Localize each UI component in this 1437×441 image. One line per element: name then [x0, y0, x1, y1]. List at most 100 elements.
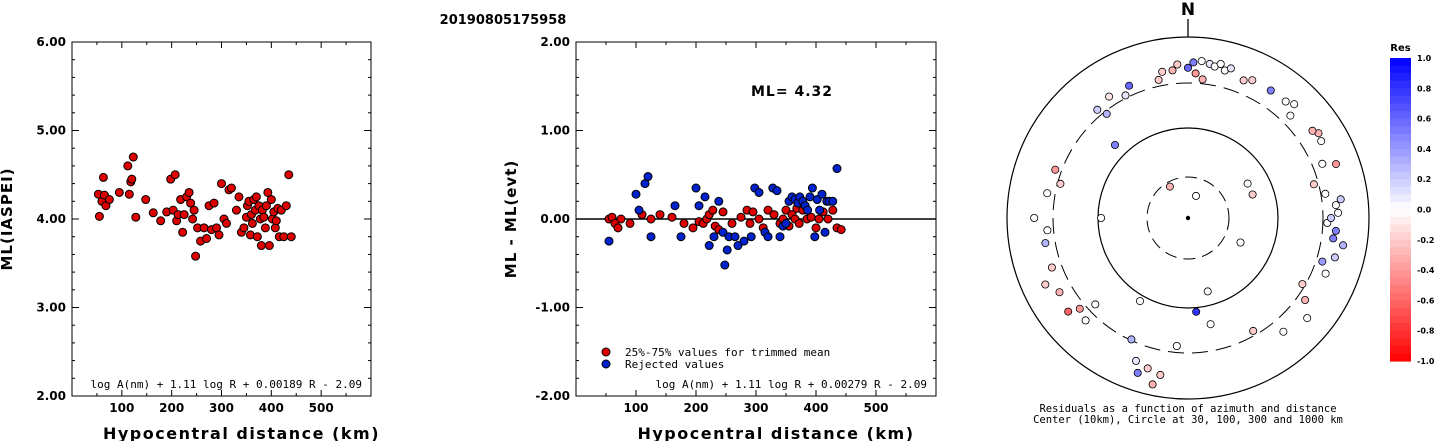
station-residual-point [1249, 326, 1258, 335]
data-point [604, 236, 614, 246]
colorbar-segment [1390, 118, 1411, 127]
station-residual-point [1330, 253, 1339, 262]
colorbar-segment [1390, 156, 1411, 165]
y-tick-label: -2.00 [535, 389, 570, 403]
colorbar-segment [1390, 300, 1411, 309]
data-point [247, 218, 257, 228]
station-residual-point [1136, 297, 1145, 306]
station-residual-point [1197, 57, 1206, 66]
data-point [814, 214, 824, 224]
station-residual-point [1184, 63, 1193, 72]
station-residual-point [1081, 316, 1090, 325]
data-point [781, 218, 791, 228]
data-point [704, 241, 714, 251]
station-residual-point [1173, 60, 1182, 69]
data-point [286, 232, 296, 242]
colorbar-segment [1390, 285, 1411, 294]
station-residual-point [1143, 364, 1152, 373]
x-tick-label: 300 [209, 401, 234, 415]
colorbar-tick-label: 0.4 [1417, 145, 1432, 154]
station-residual-point [1203, 287, 1212, 296]
data-point [127, 174, 137, 184]
colorbar-segment [1390, 133, 1411, 142]
colorbar-tick-label: -0.2 [1417, 236, 1435, 245]
station-residual-point [1279, 327, 1288, 336]
x-tick-label: 100 [623, 401, 648, 415]
colorbar-segment [1390, 323, 1411, 332]
data-point [722, 245, 732, 255]
station-residual-point [1239, 76, 1248, 85]
station-residual-point [1043, 189, 1052, 198]
colorbar-segment [1390, 209, 1411, 218]
colorbar-tick-label: 0.0 [1417, 206, 1432, 215]
data-point [794, 218, 804, 228]
data-point [170, 170, 180, 180]
station-residual-point [1332, 160, 1341, 169]
colorbar-tick-label: 0.8 [1417, 84, 1432, 93]
data-point [781, 205, 791, 215]
station-residual-point [1064, 307, 1073, 316]
data-point [670, 201, 680, 211]
y-tick-label: 1.00 [540, 124, 570, 138]
station-residual-point [1206, 320, 1215, 329]
station-residual-point [1043, 226, 1052, 235]
station-residual-point [1051, 165, 1060, 174]
polar-caption: Center (10km), Circle at 30, 100, 300 an… [1033, 414, 1343, 426]
station-residual-point [1303, 314, 1312, 323]
x-tick-label: 100 [109, 401, 134, 415]
station-residual-point [1093, 105, 1102, 114]
station-residual-point [1336, 195, 1345, 204]
data-point [634, 205, 644, 215]
station-residual-point [1189, 58, 1198, 67]
data-point [769, 210, 779, 220]
data-point [700, 192, 710, 202]
data-point [124, 189, 134, 199]
x-tick-label: 500 [863, 401, 888, 415]
station-residual-point [1125, 81, 1134, 90]
data-point [131, 212, 141, 222]
station-residual-point [1165, 182, 1174, 191]
data-point [613, 223, 623, 233]
north-label: N [1181, 0, 1195, 20]
station-residual-point [1286, 111, 1295, 120]
legend-label: Rejected values [625, 358, 724, 371]
data-point [667, 212, 677, 222]
ml-annotation: ML= 4.32 [751, 84, 833, 100]
data-point [251, 192, 261, 202]
data-point [811, 223, 821, 233]
data-point [179, 210, 189, 220]
data-point [810, 232, 820, 242]
residual-distance-panel: 100 200 300 400 500 -2.00 -1.00 0.00 1.00 2.00 Hyp… [502, 35, 937, 441]
data-point [754, 187, 764, 197]
data-point [828, 196, 838, 206]
station-residual-point [1055, 288, 1064, 297]
data-point [655, 210, 665, 220]
station-residual-point [1172, 341, 1181, 350]
data-point [688, 223, 698, 233]
data-point [631, 189, 641, 199]
data-point [209, 198, 219, 208]
x-tick-label: 300 [743, 401, 768, 415]
azimuth-polar-panel: N Residuals as a function of azimuth and … [1006, 0, 1435, 426]
x-tick-label: 400 [803, 401, 828, 415]
station-residual-point [1331, 226, 1340, 235]
colorbar-segment [1390, 232, 1411, 241]
data-point [256, 241, 266, 251]
data-point [646, 214, 656, 224]
data-point [128, 152, 138, 162]
data-point [202, 233, 212, 243]
station-residual-point [1281, 97, 1290, 106]
station-residual-point [1321, 189, 1330, 198]
data-point [739, 236, 749, 246]
data-point [191, 251, 201, 261]
station-residual-point [1148, 380, 1157, 389]
data-point [226, 183, 236, 193]
data-point [709, 232, 719, 242]
data-point [189, 205, 199, 215]
data-point [266, 195, 276, 205]
y-tick-label: 0.00 [540, 212, 570, 226]
station-residual-point [1132, 356, 1141, 365]
colorbar-segment [1390, 80, 1411, 89]
x-tick-label: 200 [159, 401, 184, 415]
station-residual-point [1226, 64, 1235, 73]
